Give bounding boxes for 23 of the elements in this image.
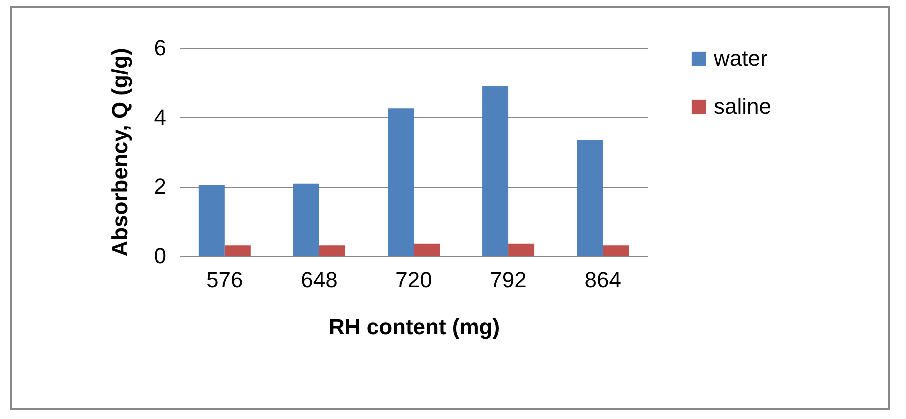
bar — [198, 185, 225, 256]
x-tick-label: 792 — [490, 268, 527, 292]
bar — [388, 108, 414, 256]
legend-label: water — [713, 46, 768, 71]
y-tick-label: 6 — [154, 36, 166, 60]
x-tick-label: 720 — [396, 268, 432, 292]
bar — [508, 244, 535, 256]
y-axis-title: Absorbency, Q (g/g) — [107, 48, 132, 257]
bar — [577, 140, 604, 256]
x-tick-label: 864 — [584, 268, 622, 292]
legend-label: saline — [714, 94, 772, 119]
bar — [319, 246, 346, 256]
bar — [293, 184, 320, 256]
x-axis-title: RH content (mg) — [328, 314, 500, 340]
bar — [482, 86, 509, 256]
y-tick-label: 4 — [154, 104, 166, 130]
bar — [603, 246, 630, 256]
x-tick-label: 648 — [301, 268, 338, 292]
x-tick-label: 576 — [206, 268, 244, 292]
y-tick-label: 2 — [154, 174, 166, 200]
y-tick-label: 0 — [154, 244, 166, 268]
bar — [224, 246, 251, 256]
bar — [414, 244, 440, 256]
